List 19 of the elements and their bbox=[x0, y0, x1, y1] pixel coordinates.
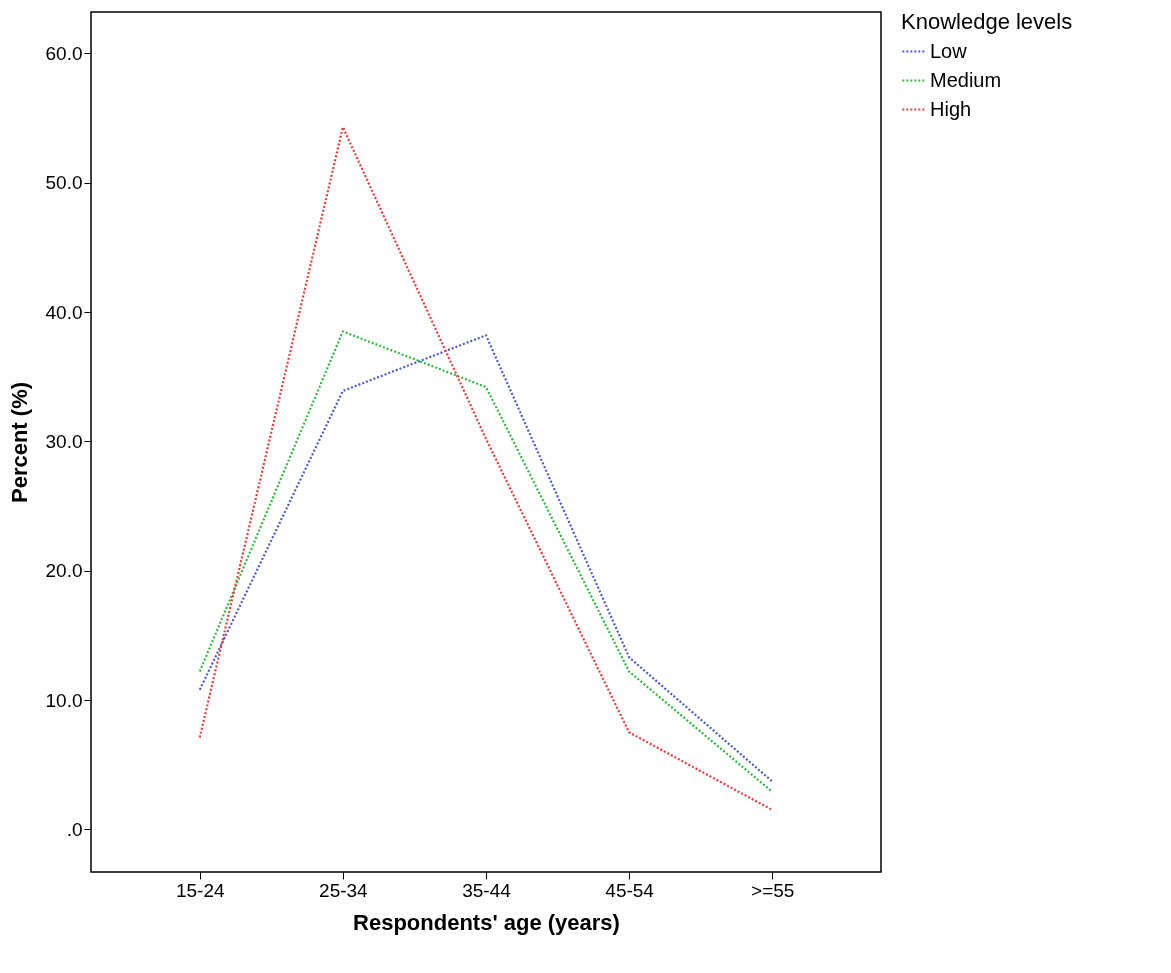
x-tick-label: 35-44 bbox=[462, 879, 512, 901]
x-tick-label: 25-34 bbox=[319, 879, 369, 901]
x-tick-label: 45-54 bbox=[605, 879, 655, 901]
y-tick-label: 40.0 bbox=[45, 301, 83, 323]
x-tick-label: >=55 bbox=[751, 879, 795, 901]
y-tick-label: 20.0 bbox=[45, 560, 83, 582]
legend-label: Low bbox=[930, 39, 968, 62]
y-tick-label: 60.0 bbox=[45, 42, 83, 64]
y-tick-label: .0 bbox=[66, 818, 83, 840]
legend-label: Medium bbox=[930, 68, 1002, 91]
y-tick-label: 50.0 bbox=[45, 172, 83, 194]
x-axis-title: Respondents' age (years) bbox=[353, 909, 620, 935]
legend-label: High bbox=[930, 97, 972, 120]
x-tick-label: 15-24 bbox=[175, 879, 225, 901]
legend-title: Knowledge levels bbox=[901, 9, 1073, 34]
line-series bbox=[198, 126, 774, 812]
y-axis-title: Percent (%) bbox=[6, 381, 32, 504]
y-tick-label: 10.0 bbox=[45, 689, 83, 711]
y-tick-label: 30.0 bbox=[45, 430, 83, 452]
